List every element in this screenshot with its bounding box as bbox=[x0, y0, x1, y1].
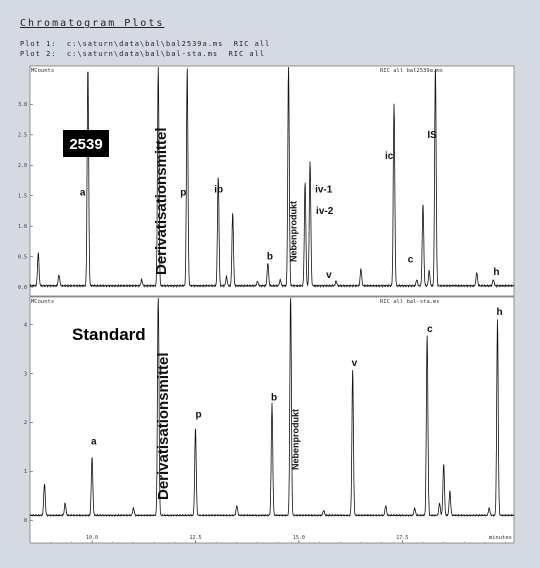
peak-label: Nebenprodukt bbox=[291, 409, 301, 470]
sample-label: 2539 bbox=[69, 136, 102, 153]
y-tick-label: 0 bbox=[24, 518, 27, 524]
y-tick-label: 1.0 bbox=[18, 224, 27, 230]
panel-2539: 0.0 0.5 1.0 1.5 2.0 2.5 3.0 MCounts RIC all bal2… bbox=[18, 65, 515, 297]
peak-label: c bbox=[408, 255, 414, 266]
peak-label: p bbox=[180, 188, 186, 199]
peak-label: Nebenprodukt bbox=[289, 201, 299, 262]
panel-standard: 0 1 2 3 4 MCounts RIC all bal-sta.ms a Derivatis… bbox=[24, 296, 515, 544]
y-tick-label: 4 bbox=[24, 322, 27, 328]
y-tick-label: 2.0 bbox=[18, 163, 27, 169]
peak-label: Derivatisationsmittel bbox=[155, 352, 172, 500]
plot1-caption: Plot 1: c:\saturn\data\bal\bal2539a.ms R… bbox=[20, 40, 271, 48]
y-tick-label: 1 bbox=[24, 469, 27, 475]
peak-label: v bbox=[326, 270, 332, 281]
x-tick-label: 10.0 bbox=[86, 535, 98, 541]
peak-label: p bbox=[195, 410, 201, 421]
peak-label: ic bbox=[385, 151, 394, 162]
peak-label: a bbox=[91, 436, 97, 447]
plot2-caption: Plot 2: c:\saturn\data\bal\bal-sta.ms RI… bbox=[20, 50, 266, 58]
y-axis-label: MCounts bbox=[31, 68, 54, 74]
peak-label: ib bbox=[214, 185, 223, 196]
sample-label: Standard bbox=[72, 325, 146, 344]
peak-label: b bbox=[267, 252, 273, 263]
chromatogram-trace bbox=[29, 66, 515, 289]
x-tick-label: 17.5 bbox=[396, 535, 408, 541]
y-tick-label: 2 bbox=[24, 420, 27, 426]
x-tick-label: 15.0 bbox=[293, 535, 305, 541]
plot-area bbox=[29, 65, 515, 297]
y-tick-label: 2.5 bbox=[18, 133, 27, 139]
x-tick-label: 12.5 bbox=[189, 535, 201, 541]
y-tick-label: 3.0 bbox=[18, 102, 27, 108]
peak-label: iv-2 bbox=[316, 206, 334, 217]
page-title: Chromatogram Plots bbox=[20, 18, 165, 29]
peak-label: h bbox=[493, 267, 499, 278]
peak-label: c bbox=[427, 324, 433, 335]
y-tick-label: 3 bbox=[24, 371, 27, 377]
peak-label: h bbox=[496, 307, 502, 318]
y-tick-label: 1.5 bbox=[18, 194, 27, 200]
y-tick-label: 0.5 bbox=[18, 254, 27, 260]
peak-label: IS bbox=[427, 130, 437, 141]
peak-label: a bbox=[80, 188, 86, 199]
peak-label: b bbox=[271, 392, 277, 403]
peak-label: Derivatisationsmittel bbox=[153, 127, 170, 275]
file-label: RIC all bal2539a.ms bbox=[380, 68, 443, 74]
peak-label: v bbox=[352, 358, 358, 369]
peak-label: iv-1 bbox=[315, 185, 333, 196]
file-label: RIC all bal-sta.ms bbox=[380, 299, 440, 305]
sample-label-box bbox=[63, 130, 109, 157]
y-axis-label: MCounts bbox=[31, 299, 54, 305]
chromatogram-trace bbox=[29, 297, 515, 518]
y-tick-label: 0.0 bbox=[18, 285, 27, 291]
x-axis-label: minutes bbox=[489, 535, 512, 541]
